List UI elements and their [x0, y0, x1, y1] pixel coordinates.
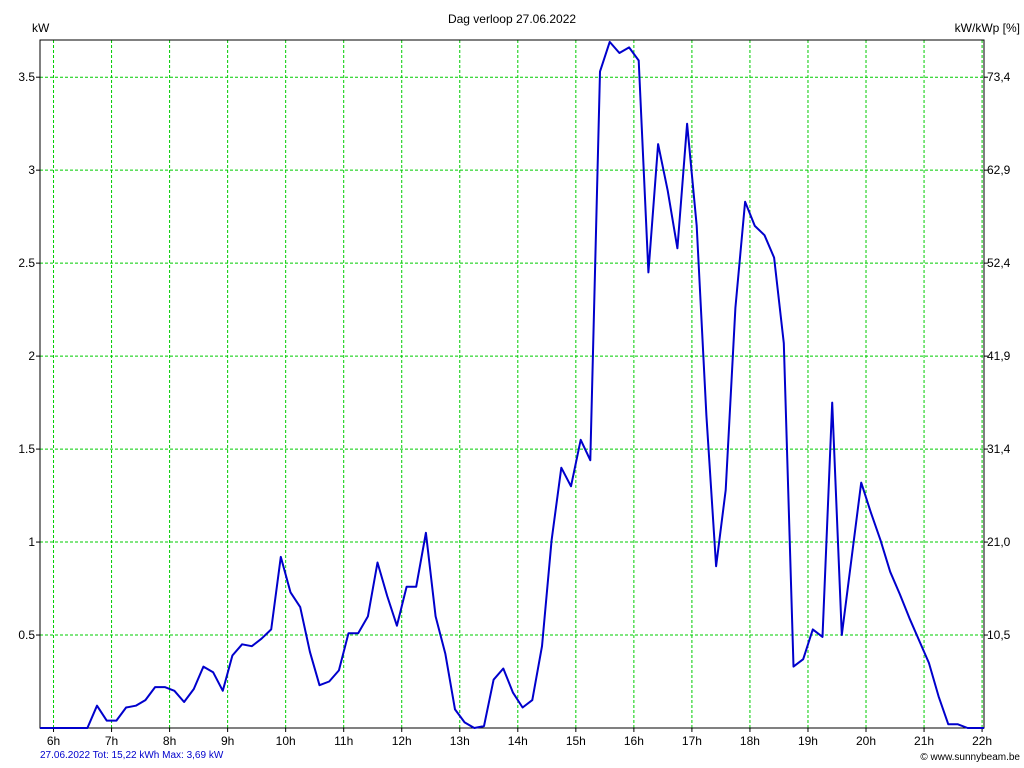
y-tick-label-left: 2	[28, 349, 35, 363]
y-axis-label-right: kW/kWp [%]	[955, 21, 1020, 35]
x-tick-label: 9h	[221, 734, 234, 748]
y-tick-label-left: 0.5	[18, 628, 35, 642]
x-tick-label: 7h	[105, 734, 118, 748]
y-tick-label-left: 1	[28, 535, 35, 549]
chart-title: Dag verloop 27.06.2022	[448, 12, 576, 26]
x-tick-label: 6h	[47, 734, 60, 748]
y-tick-label-left: 1.5	[18, 442, 35, 456]
y-tick-label-left: 3	[28, 163, 35, 177]
x-tick-label: 22h	[972, 734, 992, 748]
y-tick-label-right: 21,0	[987, 535, 1011, 549]
y-tick-label-right: 52,4	[987, 256, 1011, 270]
y-tick-label-right: 10,5	[987, 628, 1011, 642]
y-axis-ticks-right: 10,5 21,0 31,4 41,9 52,4 62,9 73,4	[984, 70, 1011, 642]
x-tick-label: 19h	[798, 734, 818, 748]
y-axis-ticks-left: 0.5 1 1.5 2 2.5 3 3.5	[18, 70, 40, 642]
x-tick-label: 14h	[508, 734, 528, 748]
y-tick-label-right: 41,9	[987, 349, 1011, 363]
x-tick-label: 13h	[450, 734, 470, 748]
plot-frame	[39, 39, 985, 729]
x-tick-label: 16h	[624, 734, 644, 748]
y-tick-label-right: 31,4	[987, 442, 1011, 456]
x-tick-label: 12h	[392, 734, 412, 748]
x-tick-label: 15h	[566, 734, 586, 748]
y-tick-label-right: 73,4	[987, 70, 1011, 84]
x-tick-label: 11h	[334, 734, 353, 748]
x-tick-label: 21h	[914, 734, 934, 748]
grid-lines	[40, 40, 984, 728]
y-tick-label-right: 62,9	[987, 163, 1011, 177]
x-tick-label: 20h	[856, 734, 876, 748]
x-axis-ticks: 6h 7h 8h 9h 10h 11h 12h 13h 14h 15h 16h 17h 18h 19h 20…	[47, 728, 992, 748]
x-tick-label: 18h	[740, 734, 760, 748]
x-tick-label: 8h	[163, 734, 176, 748]
x-tick-label: 10h	[276, 734, 296, 748]
x-tick-label: 17h	[682, 734, 702, 748]
credit-text: © www.sunnybeam.be	[920, 752, 1020, 763]
daily-summary: 27.06.2022 Tot: 15,22 kWh Max: 3,69 kW	[40, 750, 224, 761]
y-axis-label-left: kW	[32, 21, 50, 35]
y-tick-label-left: 2.5	[18, 256, 35, 270]
series-line-power	[40, 40, 984, 729]
y-tick-label-left: 3.5	[18, 70, 35, 84]
